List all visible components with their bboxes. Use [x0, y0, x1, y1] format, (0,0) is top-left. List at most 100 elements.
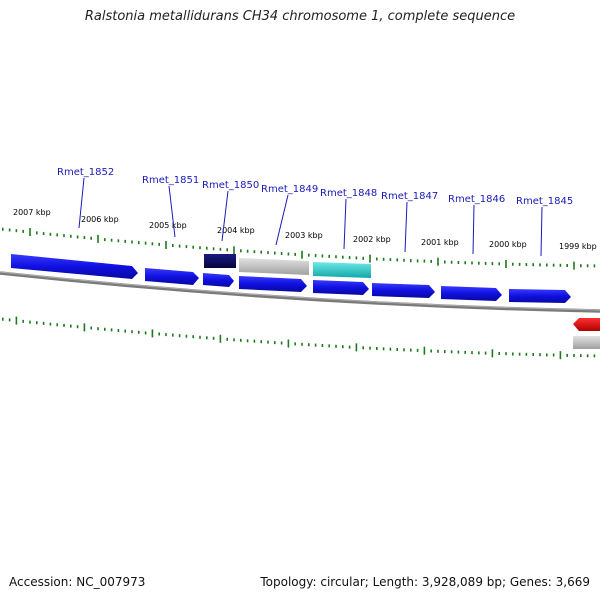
rna-rmet-1848-feature[interactable] — [313, 262, 371, 278]
gene-rmet-1848-arrow[interactable] — [313, 280, 369, 295]
minor-tick — [117, 239, 120, 243]
minor-tick — [104, 238, 106, 242]
minor-tick — [410, 348, 412, 352]
major-tick — [219, 334, 222, 343]
minor-tick — [546, 263, 548, 267]
minor-tick — [267, 251, 269, 255]
minor-tick — [8, 228, 11, 232]
minor-tick — [294, 252, 296, 256]
minor-tick — [185, 334, 188, 338]
minor-tick — [328, 344, 330, 348]
minor-tick — [76, 235, 79, 239]
gene-rmet-1850-arrow[interactable] — [203, 273, 234, 287]
minor-tick — [185, 245, 188, 249]
minor-tick — [63, 323, 65, 327]
minor-tick — [76, 325, 79, 329]
minor-tick — [124, 239, 126, 243]
kbp-label: 2004 kbp — [217, 226, 255, 235]
major-tick — [559, 351, 562, 360]
minor-tick — [172, 333, 174, 337]
minor-tick — [83, 236, 86, 240]
gene-label-rmet-1850[interactable]: Rmet_1850 — [202, 180, 259, 191]
minor-tick — [117, 329, 120, 332]
minor-tick — [484, 261, 487, 265]
minor-tick — [226, 248, 228, 252]
minor-tick — [206, 246, 208, 250]
minor-tick — [444, 260, 446, 264]
gene-rmet-1846-arrow[interactable] — [441, 286, 502, 301]
minor-tick — [274, 341, 276, 345]
minor-tick — [471, 261, 473, 265]
chromosome-backbone — [0, 271, 600, 313]
minor-tick — [280, 341, 283, 345]
gene-rmet-1850-feature[interactable] — [204, 254, 236, 268]
minor-tick — [56, 323, 58, 327]
minor-tick — [437, 349, 439, 353]
gene-label-rmet-1848[interactable]: Rmet_1848 — [320, 188, 377, 199]
gene-label-rmet-1852[interactable]: Rmet_1852 — [57, 167, 114, 178]
minor-tick — [212, 336, 215, 340]
minor-tick — [342, 345, 344, 349]
minor-tick — [593, 264, 596, 268]
major-tick — [29, 228, 31, 237]
minor-tick — [138, 241, 140, 245]
minor-tick — [267, 340, 269, 344]
gene-label-rmet-1851[interactable]: Rmet_1851 — [142, 175, 199, 186]
minor-tick — [138, 330, 140, 334]
gene-label-rmet-1846[interactable]: Rmet_1846 — [448, 194, 505, 205]
upper-tick-ruler — [2, 227, 596, 270]
minor-tick — [389, 347, 392, 351]
gene-rmet-1852-arrow[interactable] — [11, 254, 138, 279]
gene-leader-line — [404, 201, 408, 253]
minor-tick — [450, 260, 453, 264]
minor-tick — [199, 335, 201, 339]
gene-rmet-1847-arrow[interactable] — [372, 283, 435, 298]
minor-tick — [2, 227, 4, 231]
minor-tick — [192, 335, 194, 339]
major-tick — [233, 246, 235, 255]
minor-tick — [246, 249, 249, 253]
gene-label-rmet-1849[interactable]: Rmet_1849 — [261, 184, 318, 195]
gene-rmet-1849-arrow[interactable] — [239, 276, 307, 292]
gene-leader-line — [275, 194, 289, 246]
gene-leader-line — [168, 185, 176, 238]
pseudogene-rmet-1849-feature[interactable] — [239, 258, 309, 275]
minor-tick — [512, 262, 514, 266]
gene-label-rmet-1847[interactable]: Rmet_1847 — [381, 191, 438, 202]
major-tick — [423, 346, 426, 355]
minor-tick — [49, 232, 52, 236]
minor-tick — [199, 246, 201, 250]
reverse-gene-arrow[interactable] — [573, 318, 600, 331]
minor-tick — [8, 318, 11, 322]
reverse-pseudogene-feature[interactable] — [573, 336, 600, 349]
minor-tick — [260, 340, 262, 344]
gene-rmet-1845-arrow[interactable] — [509, 289, 571, 303]
minor-tick — [22, 229, 24, 233]
minor-tick — [403, 258, 405, 262]
kbp-label: 2003 kbp — [285, 231, 323, 240]
major-tick — [151, 329, 154, 338]
minor-tick — [532, 263, 534, 267]
minor-tick — [158, 242, 160, 246]
minor-tick — [525, 263, 528, 267]
accession-text: Accession: NC_007973 — [9, 575, 146, 589]
minor-tick — [165, 333, 167, 337]
minor-tick — [131, 330, 133, 334]
gene-rmet-1851-arrow[interactable] — [145, 268, 199, 285]
minor-tick — [144, 331, 147, 335]
minor-tick — [90, 326, 92, 330]
minor-tick — [464, 261, 466, 265]
minor-tick — [450, 350, 453, 354]
minor-tick — [512, 352, 514, 356]
kbp-label: 2001 kbp — [421, 238, 459, 247]
major-tick — [573, 261, 575, 270]
minor-tick — [416, 348, 419, 352]
minor-tick — [274, 251, 276, 255]
major-tick — [437, 257, 439, 266]
minor-tick — [484, 351, 487, 355]
minor-tick — [348, 256, 351, 260]
minor-tick — [144, 241, 147, 245]
minor-tick — [301, 342, 303, 346]
gene-label-rmet-1845[interactable]: Rmet_1845 — [516, 196, 573, 207]
